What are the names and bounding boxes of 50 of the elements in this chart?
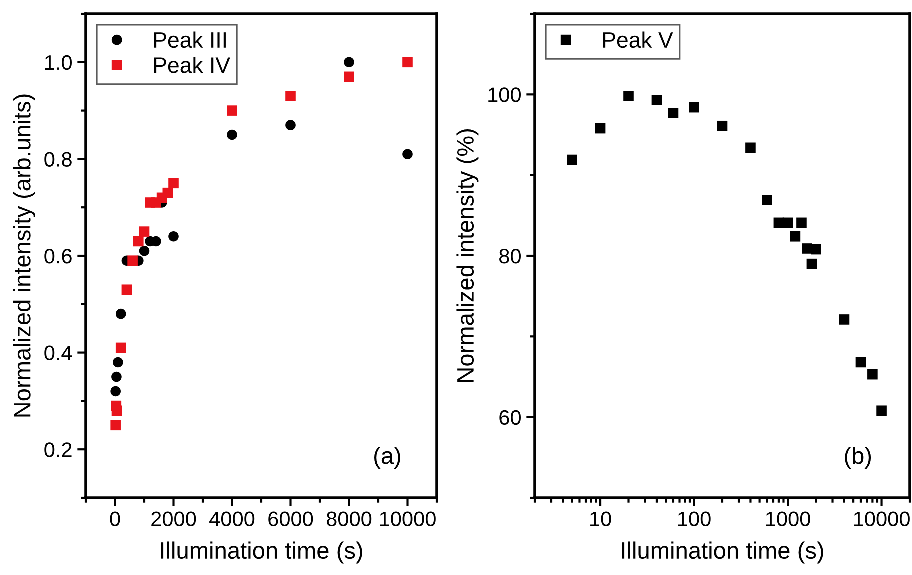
legend-label: Peak IV: [154, 56, 230, 74]
point: [128, 256, 138, 266]
y-axis-title: Normalized intensity (arb.units): [14, 94, 36, 417]
x-axis-title: Illumination time (s): [622, 542, 824, 564]
point: [122, 284, 132, 296]
y-axis-title: Normalized intensity (%): [456, 130, 479, 382]
point: [227, 106, 238, 116]
point: [116, 342, 126, 354]
annotation: (a): [374, 446, 400, 469]
point: [139, 246, 150, 256]
point: [402, 149, 413, 160]
y-tick-label: 0.2: [44, 442, 72, 458]
point: [110, 386, 121, 397]
point: [344, 57, 354, 68]
x-tick-label: 1000: [766, 512, 810, 526]
point: [139, 226, 150, 237]
x-tick-label: 6000: [268, 512, 314, 526]
point: [110, 420, 121, 431]
x-tick-label: 8000: [326, 512, 372, 526]
legend-label: Peak III: [154, 32, 226, 48]
x-tick-label: 100: [678, 512, 711, 526]
point: [116, 308, 126, 320]
point: [344, 72, 354, 82]
y-tick-label: 80: [500, 249, 521, 264]
legend-label: Peak V: [603, 32, 674, 48]
point: [402, 57, 413, 68]
x-tick-label: 10000: [380, 512, 436, 526]
x-tick-label: 2000: [152, 512, 196, 526]
x-tick-label: 10000: [854, 512, 910, 526]
y-tick-label: 1.0: [45, 55, 72, 70]
y-tick-label: 60: [500, 410, 521, 426]
x-tick-label: 10: [590, 512, 612, 526]
point: [168, 178, 179, 189]
y-tick-label: 0.8: [44, 152, 72, 167]
y-tick-label: 0.6: [44, 249, 72, 264]
point: [112, 372, 122, 382]
point: [162, 188, 174, 198]
point: [112, 406, 122, 416]
x-tick-label: 0: [110, 512, 120, 526]
point: [113, 357, 124, 368]
point: [286, 120, 296, 130]
point: [168, 231, 179, 242]
point: [134, 236, 144, 247]
point: [227, 130, 238, 140]
x-axis-title: Illumination time (s): [161, 542, 362, 564]
x-tick-label: 4000: [210, 512, 255, 526]
point: [286, 91, 296, 102]
y-tick-label: 100: [488, 88, 521, 102]
y-tick-label: 0.4: [44, 346, 72, 361]
annotation: (b): [845, 446, 872, 469]
